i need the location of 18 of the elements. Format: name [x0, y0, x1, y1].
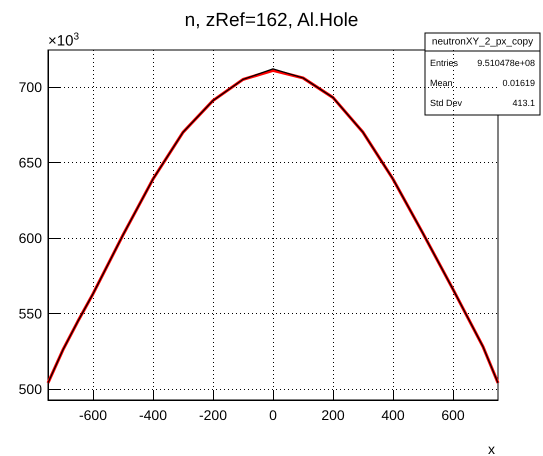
text: neutronXY_2_px_copy [432, 36, 534, 48]
x-tick-label: 200 [321, 407, 345, 423]
x-tick-label: -600 [78, 407, 108, 423]
text: Std Dev 413.1 [430, 98, 535, 108]
y-tick-label: 550 [18, 305, 42, 322]
x-tick-label: 0 [269, 407, 278, 423]
y-tick-label: 700 [18, 78, 42, 95]
x-tick-label: -200 [198, 407, 228, 423]
y-tick-label: 600 [18, 230, 42, 246]
y-tick-label: 650 [18, 154, 42, 170]
x-tick-label: 600 [441, 407, 465, 423]
text: Entries 9.510478e+08 [430, 58, 535, 68]
x-axis-title: x [488, 441, 495, 456]
x-tick-label: 400 [381, 407, 405, 423]
chart-title: n, zRef=162, Al.Hole [184, 10, 358, 31]
y-tick-label: 500 [18, 380, 42, 397]
text: Mean 0.01619 [430, 78, 535, 88]
x-tick-label: -400 [138, 407, 168, 423]
